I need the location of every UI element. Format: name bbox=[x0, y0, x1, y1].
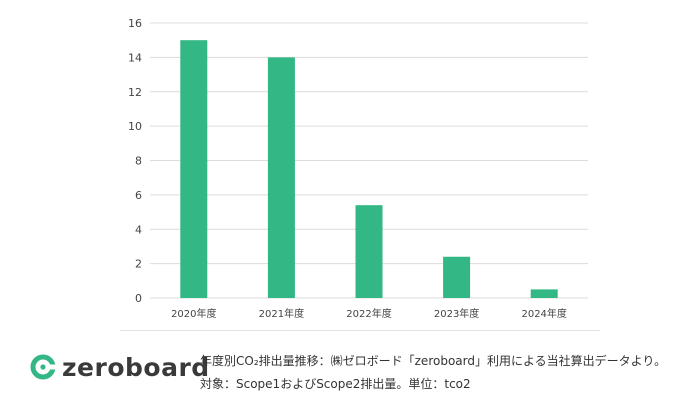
gridlines bbox=[150, 22, 588, 299]
y-tick-label: 4 bbox=[135, 223, 142, 236]
caption-line-1: 年度別CO₂排出量推移：㈱ゼロボード「zeroboard」利用による当社算出デー… bbox=[200, 354, 667, 368]
x-category-label: 2021年度 bbox=[259, 307, 304, 320]
y-tick-label: 0 bbox=[135, 292, 142, 305]
y-tick-labels: 0 2 4 6 8 10 12 14 16 bbox=[128, 17, 142, 305]
y-tick-label: 8 bbox=[135, 155, 142, 168]
y-tick-label: 14 bbox=[128, 51, 142, 64]
caption-line-2: 対象：Scope1およびScope2排出量。単位：tco2 bbox=[200, 377, 471, 391]
x-category-label: 2022年度 bbox=[346, 307, 391, 320]
x-category-labels: 2020年度 2021年度 2022年度 2023年度 2024年度 bbox=[171, 307, 567, 320]
bar bbox=[355, 205, 383, 298]
bar bbox=[530, 289, 558, 298]
y-tick-label: 16 bbox=[128, 17, 142, 30]
x-category-label: 2023年度 bbox=[434, 307, 479, 320]
zeroboard-logo: zeroboard bbox=[30, 352, 210, 382]
bar bbox=[443, 256, 471, 298]
footer-divider bbox=[120, 330, 600, 331]
x-category-label: 2024年度 bbox=[521, 307, 566, 320]
x-category-label: 2020年度 bbox=[171, 307, 216, 320]
bar bbox=[267, 57, 295, 298]
y-tick-label: 6 bbox=[135, 189, 142, 202]
zeroboard-logo-icon bbox=[30, 354, 56, 380]
y-tick-label: 2 bbox=[135, 258, 142, 271]
logo-text: zeroboard bbox=[62, 352, 210, 382]
y-tick-label: 10 bbox=[128, 120, 142, 133]
y-tick-label: 12 bbox=[128, 86, 142, 99]
bars bbox=[180, 40, 558, 298]
bar bbox=[180, 40, 208, 298]
